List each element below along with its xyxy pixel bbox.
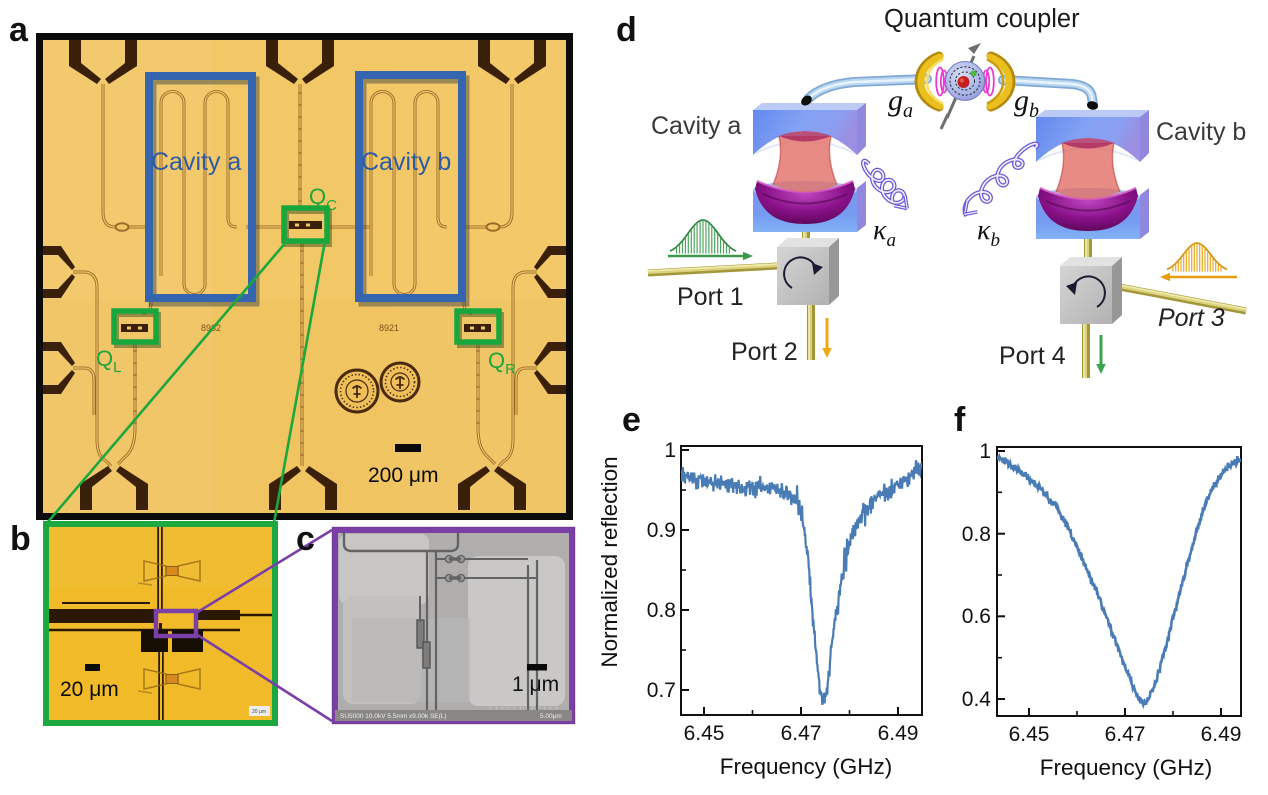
svg-text:6.49: 6.49 (1201, 723, 1242, 746)
svg-text:200 μm: 200 μm (368, 464, 438, 487)
svg-text:ga: ga (888, 84, 913, 122)
svg-text:Frequency (GHz): Frequency (GHz) (720, 754, 893, 779)
svg-text:1 μm: 1 μm (512, 673, 559, 696)
svg-text:8921: 8921 (379, 323, 399, 333)
svg-text:5.00μm: 5.00μm (540, 713, 562, 720)
svg-text:Quantum coupler: Quantum coupler (884, 5, 1080, 33)
svg-text:Frequency (GHz): Frequency (GHz) (1040, 755, 1213, 780)
svg-text:6.45: 6.45 (684, 722, 725, 745)
svg-text:1: 1 (979, 440, 991, 463)
svg-text:6.47: 6.47 (781, 722, 822, 745)
svg-text:0.8: 0.8 (962, 523, 991, 546)
svg-text:κa: κa (873, 215, 896, 251)
svg-text:20 μm: 20 μm (60, 678, 119, 701)
svg-text:0.8: 0.8 (647, 599, 676, 622)
svg-text:0.9: 0.9 (647, 519, 676, 542)
svg-text:Cavity b: Cavity b (361, 148, 451, 176)
svg-text:6.49: 6.49 (878, 722, 919, 745)
svg-text:Port 4: Port 4 (999, 342, 1066, 370)
svg-text:0.4: 0.4 (962, 688, 992, 711)
svg-text:0.7: 0.7 (647, 679, 676, 702)
svg-text:gb: gb (1014, 84, 1039, 122)
svg-text:b: b (10, 520, 31, 558)
svg-text:e: e (622, 401, 641, 439)
svg-text:20 μm: 20 μm (252, 709, 266, 715)
svg-text:Cavity b: Cavity b (1156, 118, 1246, 146)
svg-text:a: a (9, 11, 29, 49)
svg-text:Normalized reflection: Normalized reflection (597, 456, 622, 667)
svg-text:d: d (616, 11, 637, 49)
svg-text:Cavity a: Cavity a (151, 148, 241, 176)
svg-text:1: 1 (664, 439, 676, 462)
svg-text:Cavity a: Cavity a (651, 112, 741, 140)
svg-text:8982: 8982 (201, 323, 221, 333)
svg-text:0.6: 0.6 (962, 605, 991, 628)
svg-text:SU5000 10.0kV 5.5mm x9.00k SE(: SU5000 10.0kV 5.5mm x9.00k SE(L) (340, 713, 447, 720)
svg-text:Port 2: Port 2 (731, 338, 798, 366)
svg-text:f: f (954, 401, 966, 439)
svg-text:6.47: 6.47 (1105, 723, 1146, 746)
svg-text:c: c (296, 520, 315, 558)
svg-text:Port 1: Port 1 (677, 283, 744, 311)
svg-text:Port 3: Port 3 (1158, 304, 1225, 332)
svg-text:6.45: 6.45 (1009, 723, 1050, 746)
svg-text:κb: κb (977, 215, 1000, 251)
